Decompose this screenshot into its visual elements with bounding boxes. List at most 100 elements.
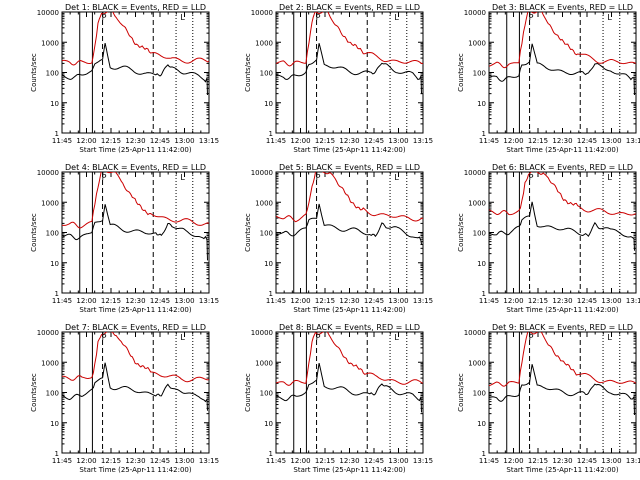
- series-line-lld: [489, 12, 636, 69]
- series-line-events: [489, 43, 635, 96]
- x-tick-label: 13:00: [388, 457, 408, 465]
- x-tick-label: 12:15: [315, 297, 335, 305]
- y-tick-label: 10000: [37, 9, 59, 17]
- x-tick-label: 12:00: [76, 457, 96, 465]
- y-axis-label: Counts/sec: [30, 213, 38, 252]
- x-tick-label: 12:30: [552, 137, 572, 145]
- y-axis-label: Counts/sec: [457, 53, 465, 92]
- x-tick-label: 12:30: [339, 297, 359, 305]
- x-tick-label: 12:45: [364, 457, 384, 465]
- y-tick-label: 1000: [41, 359, 59, 367]
- y-axis-label: Counts/sec: [457, 373, 465, 412]
- x-tick-label: 12:15: [101, 137, 121, 145]
- x-tick-label: 13:15: [413, 297, 433, 305]
- y-axis-label: Counts/sec: [244, 53, 252, 92]
- x-tick-label: 11:45: [479, 297, 499, 305]
- chart-panel: 1 10 100 1000 10000 11:45 12:00 12:15 12:30 12:45…: [457, 163, 640, 314]
- x-tick-label: 11:45: [479, 137, 499, 145]
- chart-title: Det 9: BLACK = Events, RED = LLD: [492, 323, 633, 332]
- x-tick-label: 13:00: [601, 457, 621, 465]
- x-tick-label: 13:15: [199, 457, 219, 465]
- x-axis-label: Start Time (25-Apr-11 11:42:00): [506, 306, 618, 314]
- y-tick-label: 10000: [464, 169, 486, 177]
- x-tick-label: 12:00: [290, 297, 310, 305]
- x-axis-label: Start Time (25-Apr-11 11:42:00): [79, 466, 191, 474]
- peak-label-p: P: [529, 333, 534, 342]
- chart-panel: 1 10 100 1000 10000 11:45 12:00 12:15 12:30 12:45…: [244, 323, 433, 474]
- y-tick-label: 10000: [37, 169, 59, 177]
- x-tick-label: 13:15: [413, 137, 433, 145]
- x-tick-label: 13:15: [199, 297, 219, 305]
- x-tick-label: 12:30: [339, 457, 359, 465]
- peak-label-l: L: [607, 173, 612, 182]
- plot-frame: [488, 331, 637, 454]
- y-tick-label: 1: [482, 130, 486, 138]
- peak-label-p: P: [102, 333, 107, 342]
- y-tick-label: 10000: [251, 9, 273, 17]
- series-line-events: [489, 364, 635, 416]
- chart-title: Det 8: BLACK = Events, RED = LLD: [279, 323, 420, 332]
- chart-title: Det 1: BLACK = Events, RED = LLD: [65, 3, 206, 12]
- y-tick-label: 100: [473, 390, 486, 398]
- peak-label-l: L: [394, 333, 399, 342]
- y-tick-label: 100: [46, 230, 59, 238]
- y-tick-label: 100: [46, 390, 59, 398]
- peak-label-l: L: [180, 13, 185, 22]
- y-tick-label: 100: [260, 230, 273, 238]
- series-line-events: [276, 203, 422, 245]
- x-tick-label: 12:00: [76, 137, 96, 145]
- y-tick-label: 100: [260, 390, 273, 398]
- chart-panel: 1 10 100 1000 10000 11:45 12:00 12:15 12:30 12:45…: [457, 323, 640, 474]
- chart-title: Det 7: BLACK = Events, RED = LLD: [65, 323, 206, 332]
- y-tick-label: 100: [260, 70, 273, 78]
- series-line-events: [62, 362, 208, 411]
- y-tick-label: 1: [269, 290, 273, 298]
- x-tick-label: 11:45: [52, 297, 72, 305]
- x-tick-label: 12:00: [290, 137, 310, 145]
- x-tick-label: 12:15: [528, 457, 548, 465]
- series-line-lld: [489, 332, 636, 387]
- y-tick-label: 1: [269, 450, 273, 458]
- y-tick-label: 1000: [255, 359, 273, 367]
- x-tick-label: 12:30: [125, 137, 145, 145]
- y-tick-label: 1000: [41, 199, 59, 207]
- chart-title: Det 3: BLACK = Events, RED = LLD: [492, 3, 633, 12]
- x-tick-label: 12:15: [315, 137, 335, 145]
- peak-label-l: L: [607, 333, 612, 342]
- chart-panel: 1 10 100 1000 10000 11:45 12:00 12:15 12:30 12:45…: [244, 163, 433, 314]
- series-line-lld: [276, 12, 423, 67]
- x-axis-label: Start Time (25-Apr-11 11:42:00): [506, 146, 618, 154]
- plot-frame: [61, 331, 210, 454]
- plot-frame: [61, 171, 210, 294]
- x-tick-label: 12:45: [150, 457, 170, 465]
- x-tick-label: 13:00: [388, 137, 408, 145]
- x-tick-label: 13:15: [199, 137, 219, 145]
- x-axis-label: Start Time (25-Apr-11 11:42:00): [79, 146, 191, 154]
- x-tick-label: 12:30: [125, 297, 145, 305]
- peak-label-l: L: [394, 13, 399, 22]
- x-tick-label: 13:00: [601, 137, 621, 145]
- x-tick-label: 12:00: [290, 457, 310, 465]
- series-line-lld: [62, 12, 209, 66]
- x-tick-label: 13:00: [601, 297, 621, 305]
- peak-label-p: P: [316, 173, 321, 182]
- y-tick-label: 100: [473, 70, 486, 78]
- series-line-lld: [62, 332, 209, 383]
- series-line-lld: [62, 172, 209, 229]
- chart-panel: 1 10 100 1000 10000 11:45 12:00 12:15 12:30 12:45…: [30, 3, 219, 154]
- peak-label-p: P: [316, 13, 321, 22]
- x-tick-label: 11:45: [266, 297, 286, 305]
- x-tick-label: 12:00: [503, 457, 523, 465]
- y-tick-label: 10: [50, 260, 59, 268]
- y-tick-label: 10000: [464, 329, 486, 337]
- x-tick-label: 12:00: [503, 137, 523, 145]
- x-tick-label: 13:00: [388, 297, 408, 305]
- peak-label-p: P: [102, 173, 107, 182]
- x-tick-label: 13:15: [626, 137, 640, 145]
- y-axis-label: Counts/sec: [457, 213, 465, 252]
- x-tick-label: 12:00: [76, 297, 96, 305]
- chart-panel: 1 10 100 1000 10000 11:45 12:00 12:15 12:30 12:45…: [244, 3, 433, 154]
- x-tick-label: 12:30: [552, 457, 572, 465]
- x-axis-label: Start Time (25-Apr-11 11:42:00): [506, 466, 618, 474]
- x-tick-label: 12:30: [339, 137, 359, 145]
